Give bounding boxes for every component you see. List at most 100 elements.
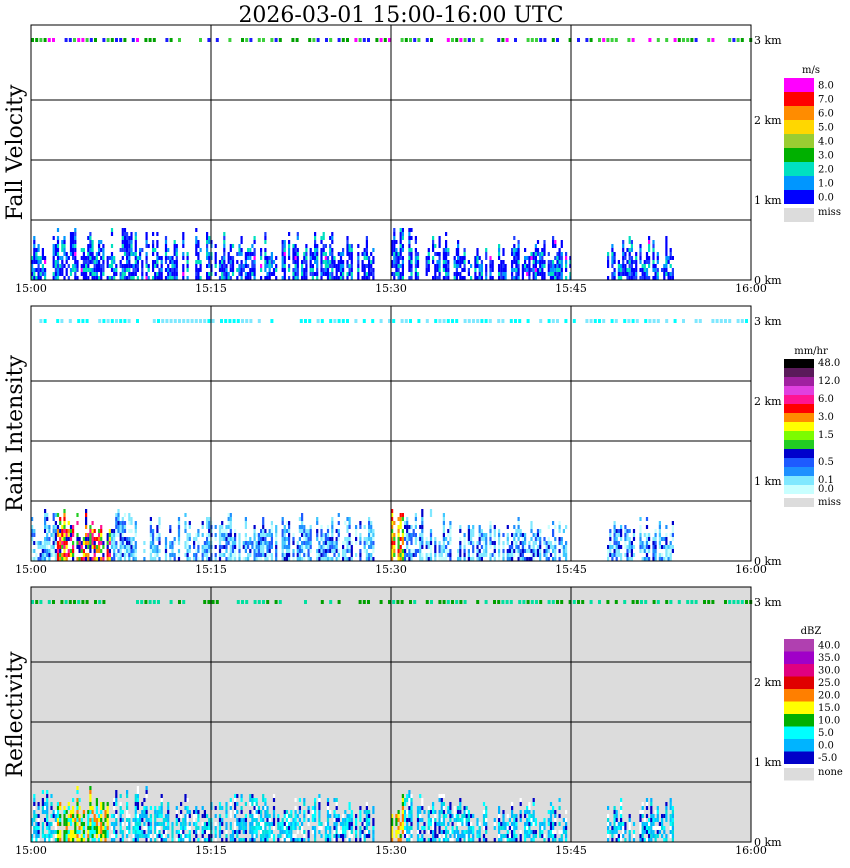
echo-cell [532,268,535,272]
echo-cell [432,822,435,826]
echo-cell [149,557,152,561]
echo-cell [406,830,409,834]
echo-cell [264,826,267,830]
echo-cell [37,557,40,561]
echo-cell [498,826,501,830]
echo-cell [89,236,92,240]
echo-cell [100,557,103,561]
band-cell [467,38,471,42]
echo-cell [93,557,96,561]
echo-cell [344,822,347,826]
echo-cell [221,818,224,822]
echo-cell [247,276,250,280]
band-cell [711,319,715,323]
band-cell [497,319,501,323]
echo-cell [401,272,404,276]
echo-cell [408,838,411,842]
echo-cell [188,830,191,834]
colorbar-swatch [784,120,814,134]
echo-cell [59,268,62,272]
echo-cell [37,802,40,806]
echo-cell [669,830,672,834]
echo-cell [370,529,373,533]
echo-cell [408,276,411,280]
echo-cell [399,264,402,268]
echo-cell [622,260,625,264]
band-cell [673,38,677,42]
echo-cell [399,822,402,826]
echo-cell [136,256,139,260]
echo-cell [348,521,351,525]
echo-cell [221,838,224,842]
echo-cell [184,798,187,802]
echo-cell [37,814,40,818]
echo-cell [399,517,402,521]
echo-cell [186,806,189,810]
echo-cell [288,826,291,830]
echo-cell [91,252,94,256]
echo-cell [457,806,460,810]
echo-cell [50,533,53,537]
echo-cell [240,276,243,280]
echo-cell [470,541,473,545]
echo-cell [128,822,131,826]
echo-cell [132,252,135,256]
echo-cell [123,513,127,517]
echo-cell [438,260,441,264]
echo-cell [126,268,129,272]
echo-cell [167,834,170,838]
echo-cell [517,244,520,248]
echo-cell [69,834,73,838]
echo-cell [617,826,620,830]
echo-cell [35,276,38,280]
echo-cell [171,545,174,549]
echo-cell [113,537,116,541]
echo-cell [652,256,655,260]
echo-cell [268,822,271,826]
echo-cell [630,541,633,545]
echo-cell [87,236,90,240]
echo-cell [236,822,239,826]
echo-cell [370,260,373,264]
band-cell [740,319,744,323]
echo-cell [74,232,77,236]
echo-cell [201,545,204,549]
echo-cell [365,252,368,256]
echo-cell [268,529,271,533]
echo-cell [141,268,144,272]
echo-cell [152,244,155,248]
echo-cell [281,240,284,244]
echo-cell [461,830,464,834]
echo-cell [547,541,550,545]
echo-cell [346,272,349,276]
echo-cell [106,826,109,830]
top-echo-band [31,38,753,42]
echo-cell [547,838,550,842]
echo-cell [363,834,366,838]
echo-cell [368,818,371,822]
echo-cell [270,529,273,533]
echo-cell [288,248,291,252]
echo-cell [290,830,293,834]
band-cell [455,600,459,604]
echo-cell [350,830,353,834]
echo-cell [268,549,271,553]
echo-cell [87,830,90,834]
echo-cell [266,276,269,280]
echo-cell [301,513,304,517]
band-cell [346,319,349,323]
echo-cell [197,830,200,834]
echo-cell [225,826,228,830]
echo-cell [391,830,394,834]
echo-cell [440,794,443,798]
echo-cell [639,268,642,272]
band-cell [199,319,202,323]
echo-cell [517,260,520,264]
echo-cell [368,814,371,818]
echo-cell [318,802,321,806]
echo-cell [565,549,568,553]
echo-cell [158,517,161,521]
echo-cell [298,806,301,810]
echo-cell [143,822,146,826]
echo-cell [171,553,174,557]
